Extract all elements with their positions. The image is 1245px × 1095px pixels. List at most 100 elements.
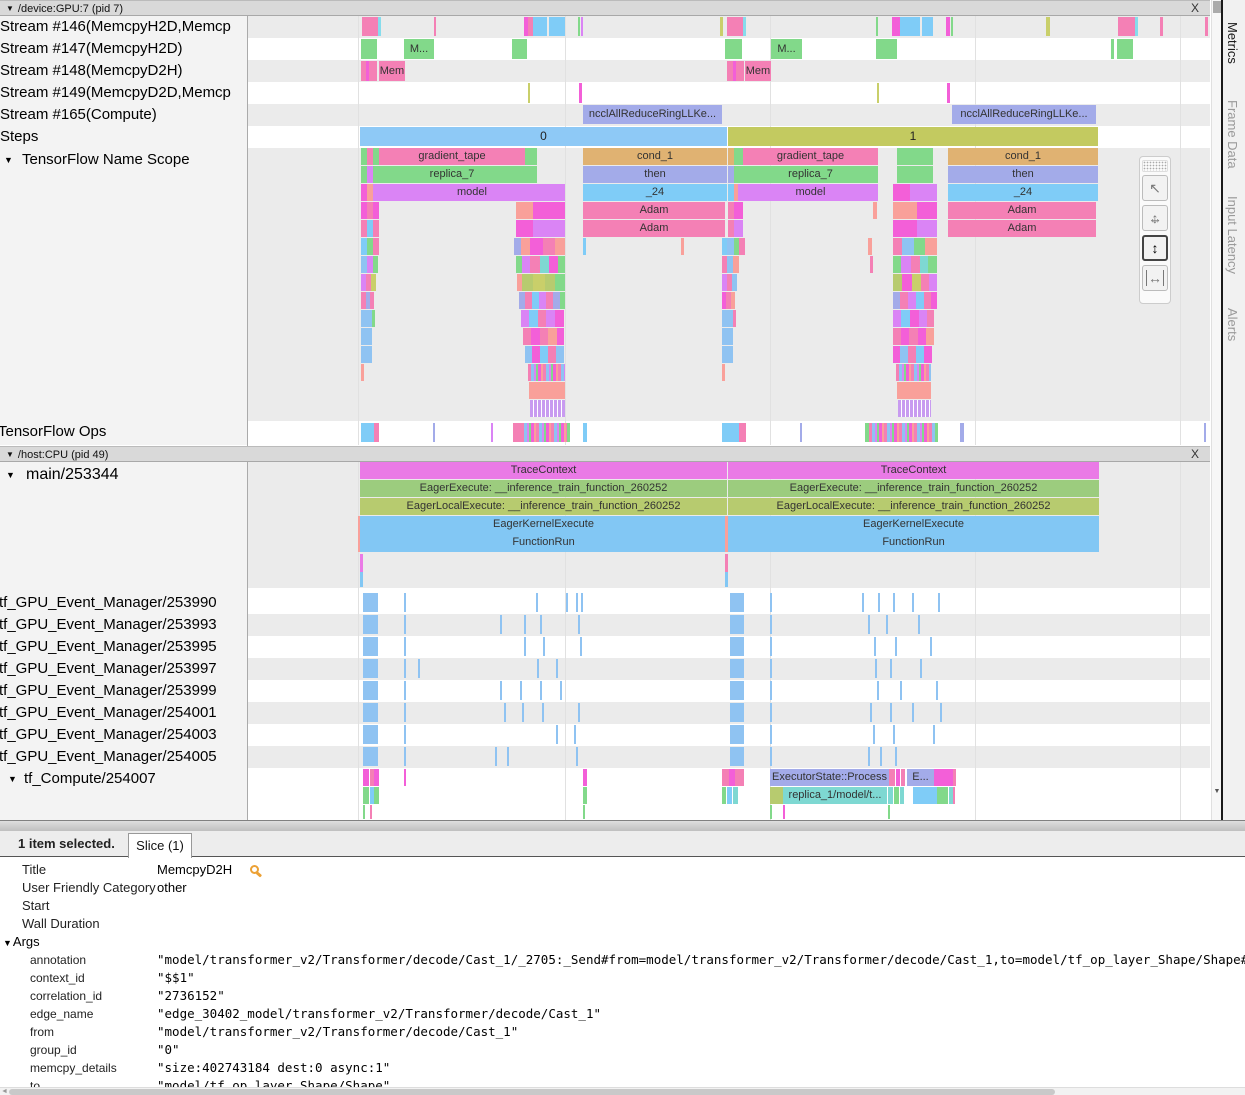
trace-event[interactable]	[373, 256, 378, 273]
trace-event[interactable]	[517, 274, 522, 291]
trace-event-tracecontext[interactable]: TraceContext	[360, 462, 727, 479]
pan-tool-button[interactable]: ↔ ↕	[1142, 205, 1168, 231]
trace-event[interactable]	[877, 681, 879, 700]
trace-event[interactable]	[722, 274, 727, 291]
trace-event[interactable]	[880, 747, 882, 766]
collapse-arrow-icon[interactable]: ▼	[6, 470, 15, 480]
trace-event[interactable]	[928, 256, 937, 273]
trace-event[interactable]	[367, 184, 373, 201]
trace-event[interactable]	[913, 787, 937, 804]
trace-event[interactable]	[914, 238, 925, 255]
trace-event-mem[interactable]: Mem	[379, 61, 405, 81]
trace-event[interactable]	[539, 292, 546, 309]
trace-event[interactable]	[567, 423, 570, 442]
trace-event[interactable]	[583, 769, 587, 786]
trace-event[interactable]	[583, 238, 586, 255]
trace-event[interactable]	[893, 292, 900, 309]
trace-event[interactable]	[555, 274, 565, 291]
trace-event[interactable]	[868, 747, 870, 766]
trace-event[interactable]	[513, 423, 521, 442]
trace-event[interactable]	[875, 659, 877, 678]
trace-event-cond-1[interactable]: cond_1	[583, 148, 727, 165]
trace-event[interactable]	[893, 220, 917, 237]
trace-event[interactable]	[1135, 17, 1138, 36]
trace-event[interactable]	[722, 769, 729, 786]
trace-event[interactable]	[553, 292, 560, 309]
trace-event[interactable]	[921, 274, 929, 291]
trace-event[interactable]	[521, 310, 529, 327]
trace-event[interactable]	[520, 681, 522, 700]
trace-event[interactable]	[770, 725, 772, 744]
trace-event[interactable]	[581, 593, 583, 612]
trace-event[interactable]	[537, 659, 539, 678]
trace-event[interactable]	[373, 148, 379, 165]
collapse-arrow-icon[interactable]: ▼	[6, 4, 14, 13]
trace-event-m[interactable]: M...	[771, 39, 802, 59]
trace-event[interactable]	[529, 310, 538, 327]
side-tab-alerts[interactable]: Alerts	[1225, 308, 1240, 342]
trace-event[interactable]	[524, 637, 526, 656]
side-tab-frame-data[interactable]: Frame Data	[1225, 100, 1240, 169]
trace-event[interactable]	[918, 328, 926, 345]
trace-event[interactable]	[725, 39, 742, 59]
trace-event-replica-7[interactable]: replica_7	[743, 166, 878, 183]
trace-event[interactable]	[728, 166, 734, 183]
trace-event[interactable]	[736, 61, 744, 81]
trace-event[interactable]	[367, 238, 373, 255]
trace-event[interactable]	[865, 423, 869, 442]
trace-event[interactable]	[893, 238, 902, 255]
trace-event[interactable]	[566, 593, 568, 612]
horizontal-scrollbar-thumb[interactable]	[9, 1089, 1055, 1095]
trace-event[interactable]	[888, 787, 893, 804]
trace-event[interactable]	[734, 166, 743, 183]
trace-event[interactable]	[898, 400, 931, 417]
trace-event[interactable]	[579, 83, 582, 103]
trace-event[interactable]	[361, 166, 367, 183]
trace-event[interactable]	[727, 256, 733, 273]
trace-event[interactable]	[363, 659, 378, 678]
collapse-arrow-icon[interactable]: ▼	[8, 774, 17, 784]
trace-event[interactable]	[363, 805, 365, 819]
trace-event[interactable]	[893, 184, 910, 201]
trace-event[interactable]	[901, 328, 909, 345]
trace-event-24[interactable]: _24	[948, 184, 1098, 201]
trace-event[interactable]	[730, 593, 744, 612]
trace-event[interactable]	[770, 805, 772, 819]
trace-event[interactable]	[912, 274, 921, 291]
trace-event[interactable]	[372, 310, 375, 327]
trace-event[interactable]	[870, 703, 872, 722]
trace-event[interactable]	[578, 17, 580, 36]
trace-event[interactable]	[930, 637, 932, 656]
trace-event[interactable]	[733, 61, 736, 81]
collapse-arrow-icon[interactable]: ▼	[4, 155, 13, 165]
trace-event-functionrun[interactable]: FunctionRun	[360, 533, 727, 552]
trace-event[interactable]	[876, 39, 897, 59]
trace-event[interactable]	[363, 593, 378, 612]
toolbar-grip-handle[interactable]	[1142, 160, 1168, 172]
trace-event[interactable]	[893, 328, 901, 345]
trace-event[interactable]	[730, 681, 744, 700]
trace-event-cond-1[interactable]: cond_1	[948, 148, 1098, 165]
selection-tool-button[interactable]: ↖	[1142, 175, 1168, 201]
trace-event[interactable]	[925, 238, 937, 255]
trace-event-functionrun[interactable]: FunctionRun	[728, 533, 1099, 552]
trace-event[interactable]	[578, 615, 580, 634]
trace-event[interactable]	[951, 17, 953, 36]
trace-event[interactable]	[361, 202, 367, 219]
scroll-down-arrow-icon[interactable]: ▼	[1213, 788, 1221, 795]
trace-event[interactable]	[1160, 17, 1163, 36]
trace-event[interactable]	[528, 364, 565, 381]
trace-event[interactable]	[532, 292, 539, 309]
trace-event[interactable]	[732, 274, 737, 291]
trace-event[interactable]	[361, 238, 367, 255]
trace-event[interactable]	[548, 346, 556, 363]
trace-event[interactable]	[370, 769, 374, 786]
trace-event[interactable]	[722, 238, 727, 255]
trace-event[interactable]	[580, 637, 582, 656]
trace-event[interactable]	[770, 787, 783, 804]
trace-event[interactable]	[581, 17, 583, 36]
trace-event[interactable]	[516, 220, 533, 237]
trace-event[interactable]	[929, 274, 937, 291]
trace-event[interactable]	[722, 310, 733, 327]
trace-event[interactable]	[371, 274, 376, 291]
